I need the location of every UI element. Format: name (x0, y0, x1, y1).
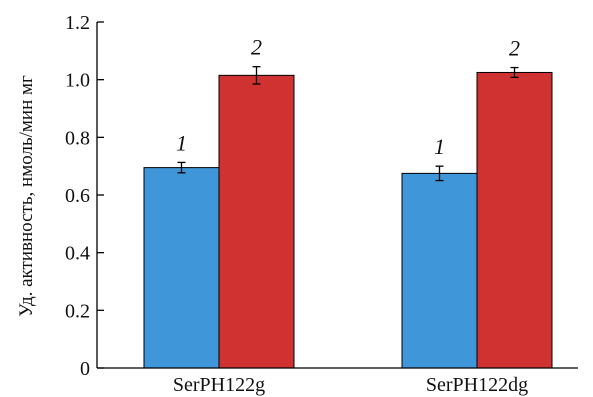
y-tick-label: 0 (80, 358, 90, 380)
y-tick-label: 0.8 (65, 127, 90, 149)
y-tick-label: 0.6 (65, 185, 90, 207)
y-tick-label: 0.2 (65, 300, 90, 322)
x-tick-label: SerPH122dg (426, 374, 528, 396)
y-tick-label: 1.2 (65, 12, 90, 34)
bar-label: 1 (434, 134, 445, 159)
bar-label: 1 (176, 130, 187, 155)
y-tick-label: 1.0 (65, 70, 90, 92)
x-tick-label: SerPH122g (173, 374, 265, 396)
y-tick-label: 0.4 (65, 243, 90, 265)
bar-series-2-SerPH122g (218, 74, 295, 369)
bar-label: 2 (251, 35, 262, 60)
plot-area: 1 1 2 2 0 0.2 0.4 0.6 0.8 1.0 1.2 SerPH122g SerPH122… (65, 12, 578, 396)
bar-series-1-SerPH122dg (401, 172, 478, 369)
bar-series-1-SerPH122g (143, 167, 220, 369)
bar-label: 2 (509, 36, 520, 61)
y-axis-title: Уд. активность, нмоль/мин мг (16, 75, 37, 317)
bar-series-2-SerPH122dg (476, 71, 553, 369)
